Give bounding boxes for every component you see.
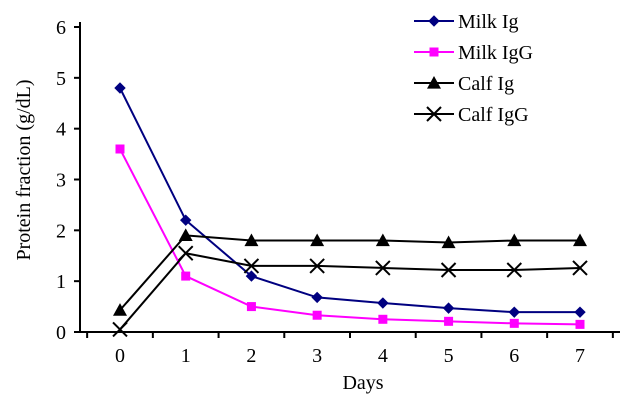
data-point-calf-igg-stroke <box>440 262 457 278</box>
data-point-calf-igg <box>506 262 522 278</box>
x-tick-label: 4 <box>378 345 388 367</box>
data-point-calf-ig <box>310 233 325 247</box>
series-line-calf-ig <box>119 234 580 311</box>
data-point-milk-ig <box>311 291 323 304</box>
x-tick-label: 5 <box>444 345 454 367</box>
data-point-calf-igg-stroke <box>112 321 128 338</box>
data-point-milk-ig <box>114 82 126 94</box>
data-point-calf-igg-stroke <box>309 258 325 274</box>
legend-label-milk-igg: Milk IgG <box>458 42 533 64</box>
y-tick-label: 1 <box>56 271 66 293</box>
x-tick-label: 1 <box>181 345 191 367</box>
data-point-calf-ig <box>113 303 127 316</box>
data-point-calf-ig <box>441 235 456 249</box>
data-point-calf-igg-stroke <box>375 260 391 276</box>
data-point-milk-ig <box>245 270 258 282</box>
y-tick-label: 3 <box>56 170 66 192</box>
legend: Milk Ig Milk IgG Calf Ig Calf IgG <box>414 11 533 126</box>
x-tick-label: 3 <box>312 345 322 367</box>
legend-label-milk-ig: Milk Ig <box>458 11 519 33</box>
data-point-milk-ig <box>508 306 520 318</box>
data-point-calf-igg <box>572 260 588 276</box>
data-point-calf-igg-stroke <box>506 262 522 278</box>
y-axis-title: Protein fraction (g/dL) <box>13 79 35 260</box>
data-point-milk-ig <box>180 214 192 226</box>
y-ticks: 0 1 2 3 4 5 6 <box>56 17 80 344</box>
data-point-calf-igg-stroke <box>178 245 194 261</box>
series-line-milk-igg <box>119 148 581 326</box>
x-tick-label: 6 <box>509 345 519 367</box>
data-point-milk-igg <box>509 318 519 328</box>
data-point-calf-ig <box>375 233 390 247</box>
data-point-calf-igg <box>375 260 391 276</box>
legend-marker-calf-igg <box>426 106 442 122</box>
data-point-calf-ig <box>507 233 522 247</box>
y-tick-label: 0 <box>56 322 66 344</box>
axes <box>79 22 620 333</box>
y-tick-label: 5 <box>56 68 66 90</box>
data-point-milk-ig <box>442 302 455 314</box>
legend-marker-calf-igg-stroke <box>426 106 442 122</box>
data-point-calf-igg-stroke <box>243 258 260 274</box>
data-point-milk-ig <box>574 306 586 318</box>
legend-label-calf-ig: Calf Ig <box>458 73 514 95</box>
x-tick-label: 2 <box>246 345 256 367</box>
data-point-calf-igg <box>440 262 457 278</box>
data-point-milk-ig <box>377 297 389 309</box>
y-tick-label: 6 <box>56 17 66 39</box>
x-tick-label: 0 <box>115 345 125 367</box>
legend-marker-milk-igg <box>429 47 439 57</box>
series-group <box>112 82 588 338</box>
data-point-calf-igg <box>243 258 260 274</box>
x-ticks: 0 1 2 3 4 5 6 7 <box>86 332 614 367</box>
x-tick-label: 7 <box>575 345 585 367</box>
data-point-milk-igg <box>246 302 256 312</box>
data-point-calf-ig <box>178 228 193 242</box>
series-line-milk-ig <box>119 87 580 314</box>
data-point-milk-igg <box>312 310 322 320</box>
legend-label-calf-igg: Calf IgG <box>458 104 529 126</box>
data-point-milk-igg <box>115 144 125 154</box>
data-point-calf-ig <box>573 233 587 247</box>
legend-marker-milk-ig <box>428 15 440 27</box>
data-point-milk-igg <box>378 314 388 324</box>
y-tick-label: 4 <box>56 119 66 141</box>
data-point-calf-igg <box>309 258 325 274</box>
data-point-calf-ig <box>244 233 259 247</box>
data-point-calf-igg-stroke <box>572 260 588 276</box>
data-point-milk-igg <box>444 316 454 326</box>
y-tick-label: 2 <box>56 220 66 242</box>
data-point-milk-igg <box>575 319 585 329</box>
data-point-milk-igg <box>181 271 191 281</box>
legend-marker-calf-ig <box>427 76 441 89</box>
data-point-calf-igg <box>112 321 128 338</box>
series-line-calf-igg <box>119 252 581 331</box>
x-axis-title: Days <box>342 372 383 394</box>
data-point-calf-igg <box>178 245 194 261</box>
